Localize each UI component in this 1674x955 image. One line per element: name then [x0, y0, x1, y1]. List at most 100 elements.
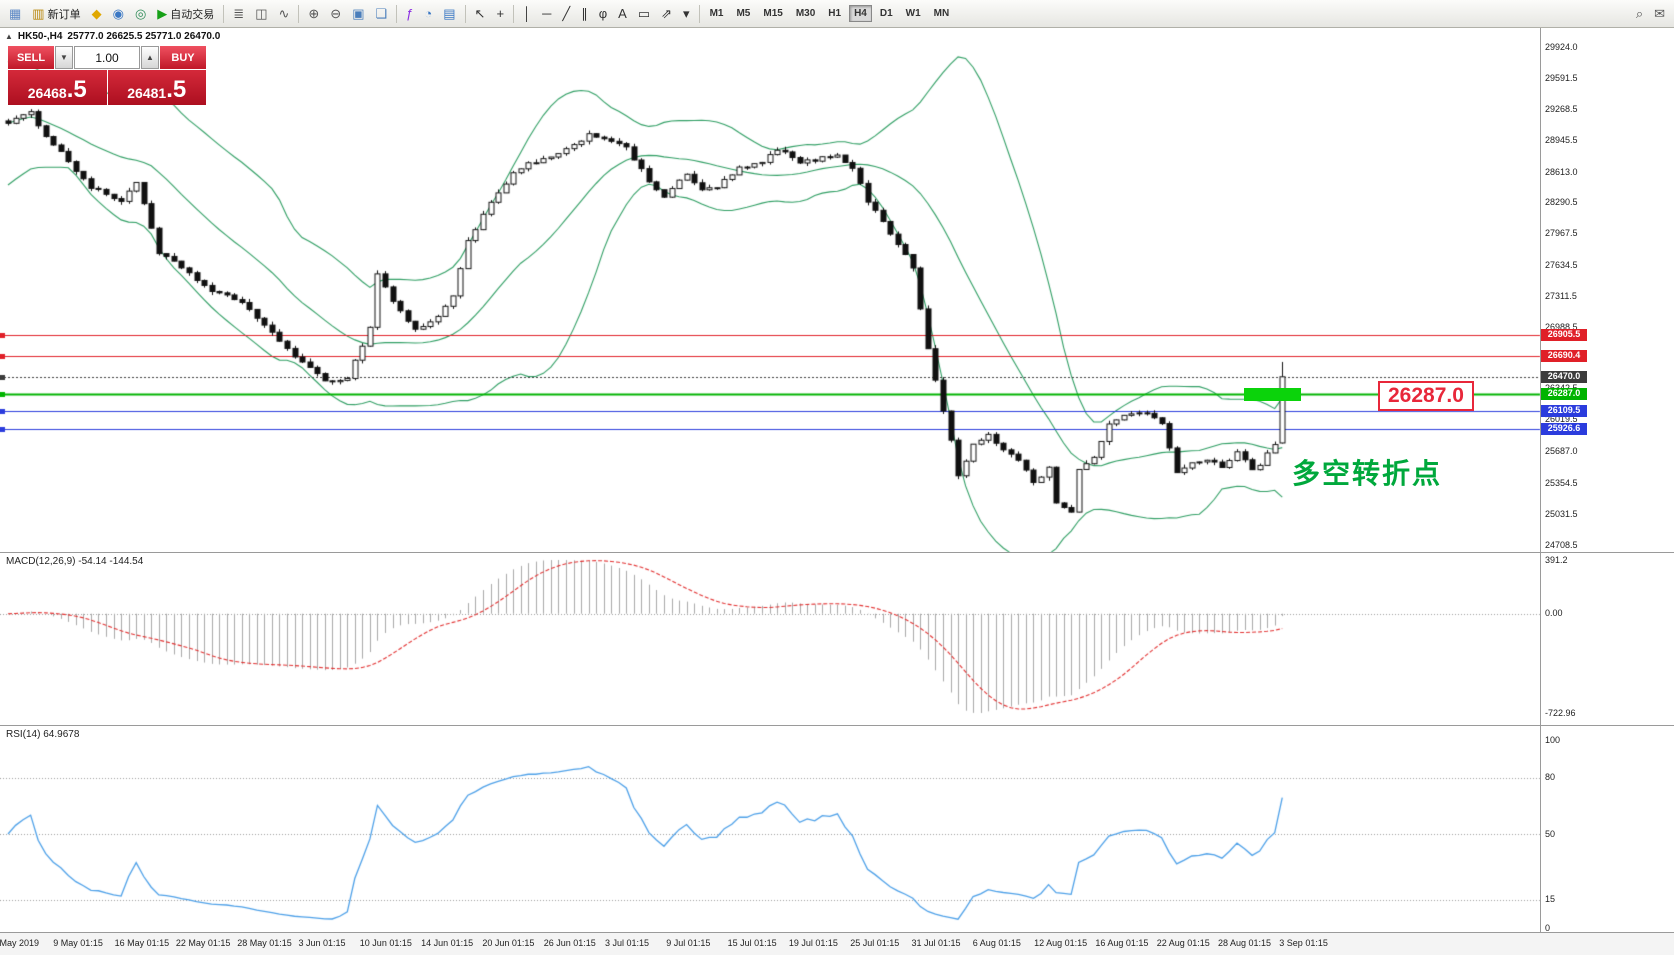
macd-axis-label: 0.00 [1545, 608, 1563, 619]
price-axis-label: 29591.5 [1545, 73, 1578, 84]
label-icon[interactable]: ▭ [633, 3, 655, 25]
time-axis-label: 15 Jul 01:15 [727, 938, 777, 948]
timeframe-button-h1[interactable]: H1 [828, 8, 842, 19]
line-chart-icon[interactable]: ∿ [273, 3, 294, 25]
accounts-icon[interactable]: ◉ [108, 3, 129, 25]
price-axis-label: 28613.0 [1545, 166, 1578, 177]
timeframe-button-m30[interactable]: M30 [795, 8, 816, 19]
price-tag-26287.0: 26287.0 [1541, 388, 1587, 401]
refresh-icon: ◎ [134, 6, 147, 21]
toolbar-separator [513, 4, 515, 23]
sell-price-button[interactable]: 26468.5 [8, 70, 107, 105]
timeframe-button-h4[interactable]: H4 [849, 5, 872, 22]
price-axis-label: 26019.5 [1545, 414, 1578, 425]
price-tag-25926.6: 25926.6 [1541, 422, 1587, 435]
time-axis-label: 9 May 01:15 [53, 938, 103, 948]
text-icon[interactable]: A [613, 3, 632, 25]
bar-chart-icon[interactable]: ≣ [228, 3, 249, 25]
buy-price-button[interactable]: 26481.5 [107, 70, 206, 105]
app-menu-icon[interactable]: ▦ [4, 3, 26, 25]
price-axis-border [1540, 28, 1541, 932]
price-axis-label: 27311.5 [1545, 290, 1577, 301]
volume-input[interactable]: 1.00 [74, 46, 140, 69]
chart-symbol-label: HK50-,H4 [17, 31, 63, 42]
messages-icon[interactable]: ✉ [1649, 3, 1670, 25]
panel-separator-rsi[interactable] [0, 725, 1674, 726]
objects-dropdown-icon[interactable]: ▾ [678, 3, 695, 25]
zoom-out-icon[interactable]: ⊖ [325, 3, 346, 25]
sell-price-main: 26468 [27, 84, 67, 101]
auto-trading-button[interactable]: ▶ 自动交易 [152, 3, 219, 25]
buy-button[interactable]: BUY [160, 46, 206, 69]
timeframe-button-d1[interactable]: D1 [879, 8, 893, 19]
toolbar-separator [223, 4, 225, 23]
new-order-button-label: 新订单 [47, 8, 81, 21]
time-axis-label: 16 May 01:15 [114, 938, 170, 948]
toolbar-separator [298, 4, 300, 23]
objects-dropdown-icon: ▾ [683, 6, 690, 21]
chart-ohlc-label: 25777.0 26625.5 25771.0 26470.0 [67, 31, 221, 42]
panel-separator-macd[interactable] [0, 552, 1674, 553]
time-axis-label: 22 May 01:15 [175, 938, 231, 948]
new-order-button[interactable]: ▥ 新订单 [27, 3, 85, 25]
search-icon[interactable]: ⌕ [1631, 3, 1648, 25]
periods-icon[interactable]: ◔ [419, 3, 437, 25]
sell-button[interactable]: SELL [8, 46, 54, 69]
trendline-icon[interactable]: ╱ [557, 3, 575, 25]
time-axis-label: 16 Aug 01:15 [1095, 938, 1149, 948]
channel-icon[interactable]: ∥ [576, 3, 593, 25]
price-axis-label: 25031.5 [1545, 508, 1578, 519]
price-axis-label: 28945.5 [1545, 134, 1578, 145]
toolbar-separator [396, 4, 398, 23]
zoom-in-icon[interactable]: ⊕ [303, 3, 324, 25]
volume-increase-button[interactable]: ▲ [141, 46, 159, 69]
cascade-windows-icon[interactable]: ❏ [371, 3, 393, 25]
collapse-panel-icon[interactable]: ▲ [5, 32, 13, 41]
chart-header: ▲ HK50-,H4 25777.0 26625.5 25771.0 26470… [5, 31, 220, 42]
horizontal-line-icon[interactable]: ─ [537, 3, 556, 25]
new-order-button-icon: ▥ [32, 6, 45, 21]
price-axis-label: 29924.0 [1545, 41, 1578, 52]
price-highlight-marker[interactable] [1244, 388, 1301, 401]
crosshair-icon: + [496, 6, 505, 21]
macd-indicator-label: MACD(12,26,9) -54.14 -144.54 [6, 556, 144, 567]
toolbar-separator [698, 4, 700, 23]
price-axis-label: 24708.5 [1545, 539, 1578, 550]
rsi-axis-label: 80 [1545, 772, 1556, 783]
timeframe-button-w1[interactable]: W1 [905, 8, 921, 19]
macd-axis-label: -722.96 [1545, 707, 1576, 718]
cascade-windows-icon: ❏ [375, 6, 388, 21]
periods-icon: ◔ [424, 6, 433, 21]
templates-icon[interactable]: ▤ [438, 3, 460, 25]
fibonacci-icon[interactable]: φ [594, 3, 612, 25]
time-axis-label: 14 Jun 01:15 [421, 938, 474, 948]
time-axis [0, 933, 1674, 955]
favorites-icon: ◆ [91, 6, 102, 21]
timeframe-button-mn[interactable]: MN [933, 8, 950, 19]
chart-annotation-text[interactable]: 多空转折点 [1292, 458, 1443, 489]
timeframe-button-m1[interactable]: M1 [709, 8, 724, 19]
refresh-icon[interactable]: ◎ [130, 3, 151, 25]
vertical-line-icon[interactable]: │ [518, 3, 536, 25]
time-axis-label: 9 Jul 01:15 [666, 938, 711, 948]
volume-decrease-button[interactable]: ▼ [55, 46, 73, 69]
time-axis-label: 6 Aug 01:15 [972, 938, 1021, 948]
time-axis-label: 28 Aug 01:15 [1218, 938, 1272, 948]
price-axis-label: 27967.5 [1545, 228, 1578, 239]
arrows-icon[interactable]: ⇗ [656, 3, 677, 25]
cursor-icon[interactable]: ↖ [470, 3, 491, 25]
price-axis-label: 25354.5 [1545, 477, 1578, 488]
candlestick-chart-icon[interactable]: ◫ [250, 3, 272, 25]
timeframe-button-m5[interactable]: M5 [736, 8, 751, 19]
price-callout-label[interactable]: 26287.0 [1378, 381, 1474, 411]
auto-trading-button-icon: ▶ [157, 6, 168, 21]
indicators-icon[interactable]: ƒ [401, 3, 418, 25]
tile-windows-icon[interactable]: ▣ [347, 3, 369, 25]
one-click-trading-panel: SELL ▼ 1.00 ▲ BUY 26468.5 26481.5 [8, 46, 206, 105]
favorites-icon[interactable]: ◆ [87, 3, 107, 25]
price-tag-26905.5: 26905.5 [1541, 329, 1587, 342]
crosshair-icon[interactable]: + [491, 3, 509, 25]
timeframe-button-m15[interactable]: M15 [763, 8, 783, 19]
toolbar: ▦ ▥ 新订单 ◆ ◉ ◎ ▶ 自动交易 ≣ ◫ ∿ ⊕ ⊖ ▣ ❏ ƒ ◔ ▤ ↖ + │ ─ ╱ ∥ φ A ▭ ⇗ ▾ M1 M5 M1… [0, 0, 1674, 28]
